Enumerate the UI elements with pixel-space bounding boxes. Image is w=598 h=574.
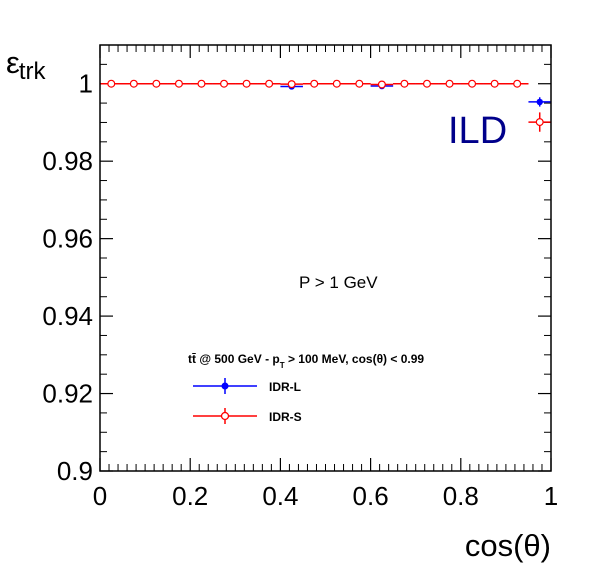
data-point — [197, 79, 206, 88]
data-point — [287, 80, 296, 89]
x-tick-label: 0.4 — [262, 481, 298, 511]
axis-ticks — [99, 45, 552, 472]
legend: tt̄ @ 500 GeV - pT > 100 MeV, cos(θ) < 0… — [188, 352, 424, 424]
momentum-cut-annotation: P > 1 GeV — [299, 273, 378, 292]
y-tick-label: 0.92 — [42, 379, 93, 409]
data-point — [310, 79, 319, 88]
y-tick-label: 0.96 — [42, 224, 93, 254]
legend-label-idr-s: IDR-S — [269, 410, 302, 424]
data-point — [468, 79, 477, 88]
legend-marker-idr-l — [221, 382, 229, 390]
y-tick-label: 0.98 — [42, 146, 93, 176]
legend-entry-idr-l: IDR-L — [193, 378, 301, 394]
axis-tick-labels: 0 0.2 0.4 0.6 0.8 1 0.9 0.92 0.94 0.96 0.98 1 — [42, 69, 558, 511]
data-point — [536, 98, 543, 106]
y-axis-title: εtrk — [6, 45, 46, 85]
x-tick-label: 0.6 — [353, 481, 389, 511]
legend-entry-idr-s: IDR-S — [193, 408, 302, 424]
x-tick-label: 0.2 — [172, 481, 208, 511]
legend-header: tt̄ @ 500 GeV - pT > 100 MeV, cos(θ) < 0… — [188, 352, 424, 370]
data-point — [513, 79, 522, 88]
data-point — [535, 118, 544, 127]
data-point — [129, 79, 138, 88]
data-point — [422, 79, 431, 88]
data-point — [242, 79, 251, 88]
x-axis-title: cos(θ) — [465, 528, 551, 563]
data-point — [174, 79, 183, 88]
data-point — [220, 79, 229, 88]
data-point — [152, 79, 161, 88]
x-tick-label: 0 — [93, 481, 107, 511]
series-idr-s — [100, 79, 551, 132]
data-point — [332, 79, 341, 88]
plot-series — [100, 79, 551, 132]
data-point — [107, 79, 116, 88]
x-tick-label: 0.8 — [443, 481, 479, 511]
data-point — [377, 80, 386, 89]
y-tick-label: 0.9 — [57, 456, 93, 486]
experiment-label: ILD — [448, 110, 507, 152]
x-tick-label: 1 — [544, 481, 558, 511]
legend-label-idr-l: IDR-L — [269, 380, 301, 394]
data-point — [445, 79, 454, 88]
data-point — [265, 79, 274, 88]
plot-frame — [99, 44, 552, 472]
data-point — [490, 79, 499, 88]
data-point — [400, 79, 409, 88]
legend-marker-idr-s — [220, 411, 230, 421]
data-point — [355, 79, 364, 88]
y-tick-label: 0.94 — [42, 301, 93, 331]
y-tick-label: 1 — [79, 69, 93, 99]
